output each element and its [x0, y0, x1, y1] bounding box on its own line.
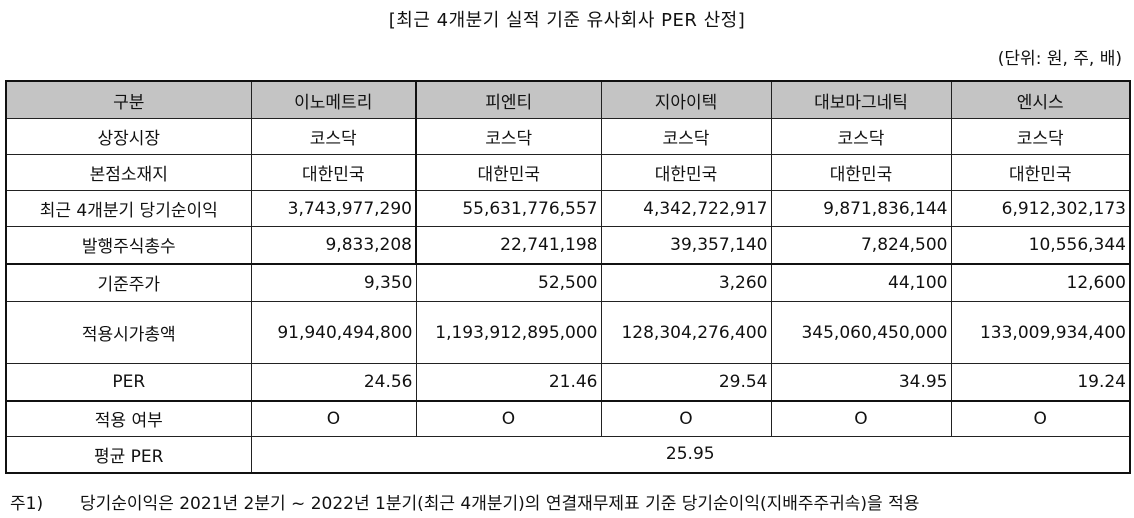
- table-cell: 대한민국: [600, 154, 772, 191]
- table-row: 적용 여부 O O O O O: [5, 399, 1131, 437]
- row-label: 본점소재지: [5, 154, 252, 191]
- table-cell: 6,912,302,173: [950, 190, 1131, 227]
- table-cell: 34.95: [770, 363, 952, 401]
- table-row: 적용시가총액 91,940,494,800 1,193,912,895,000 …: [5, 301, 1131, 364]
- table-cell: 21.46: [415, 363, 602, 401]
- table-title: [최근 4개분기 실적 기준 유사회사 PER 산정]: [388, 10, 746, 31]
- table-cell: 코스닥: [415, 118, 602, 155]
- table-cell: 대한민국: [250, 154, 417, 191]
- row-label: 적용시가총액: [5, 301, 252, 364]
- table-cell: 코스닥: [770, 118, 952, 155]
- table-row: 발행주식총수 9,833,208 22,741,198 39,357,140 7…: [5, 226, 1131, 264]
- table-cell: O: [600, 399, 772, 437]
- table-cell: 9,871,836,144: [770, 190, 952, 227]
- per-table: 구분 이노메트리 피엔티 지아이텍 대보마그네틱 엔시스 상장시장 코스닥 코스…: [5, 80, 1131, 474]
- table-cell: 128,304,276,400: [600, 301, 772, 364]
- header-cell: 엔시스: [950, 80, 1131, 119]
- table-cell: 22,741,198: [415, 226, 602, 264]
- row-label: 상장시장: [5, 118, 252, 155]
- header-cell: 지아이텍: [600, 80, 772, 119]
- row-label: 기준주가: [5, 262, 252, 302]
- table-cell: 3,743,977,290: [250, 190, 417, 227]
- header-cell: 피엔티: [415, 80, 602, 119]
- table-cell: 19.24: [950, 363, 1131, 401]
- row-label: PER: [5, 363, 252, 401]
- table-cell: 29.54: [600, 363, 772, 401]
- table-cell: 55,631,776,557: [415, 190, 602, 227]
- table-cell: 코스닥: [950, 118, 1131, 155]
- row-label: 발행주식총수: [5, 226, 252, 264]
- row-label: 적용 여부: [5, 399, 252, 437]
- table-header-row: 구분 이노메트리 피엔티 지아이텍 대보마그네틱 엔시스: [5, 80, 1131, 119]
- table-cell: 39,357,140: [600, 226, 772, 264]
- table-cell: 133,009,934,400: [950, 301, 1131, 364]
- table-cell: 91,940,494,800: [250, 301, 417, 364]
- table-cell: 4,342,722,917: [600, 190, 772, 227]
- unit-note: (단위: 원, 주, 배): [997, 49, 1122, 69]
- table-cell: 1,193,912,895,000: [415, 301, 602, 364]
- average-row: 평균 PER 25.95: [5, 436, 1131, 473]
- table-row: 상장시장 코스닥 코스닥 코스닥 코스닥 코스닥: [5, 118, 1131, 155]
- table-cell: 대한민국: [770, 154, 952, 191]
- table-cell: 10,556,344: [950, 226, 1131, 264]
- average-value: 25.95: [250, 436, 1131, 473]
- table-cell: 대한민국: [950, 154, 1131, 191]
- table-cell: 24.56: [250, 363, 417, 401]
- row-label: 최근 4개분기 당기순이익: [5, 190, 252, 227]
- table-cell: 345,060,450,000: [770, 301, 952, 364]
- footnote: 주1) 당기순이익은 2021년 2분기 ~ 2022년 1분기(최근 4개분기)…: [10, 489, 919, 514]
- table-cell: 코스닥: [250, 118, 417, 155]
- table-cell: 44,100: [770, 262, 952, 302]
- header-cell: 대보마그네틱: [770, 80, 952, 119]
- table-cell: 12,600: [950, 262, 1131, 302]
- header-cell: 구분: [5, 80, 252, 119]
- table-cell: O: [250, 399, 417, 437]
- table-cell: 3,260: [600, 262, 772, 302]
- table-row: 본점소재지 대한민국 대한민국 대한민국 대한민국 대한민국: [5, 154, 1131, 191]
- footnote-tag: 주1): [10, 494, 44, 514]
- table-row: 최근 4개분기 당기순이익 3,743,977,290 55,631,776,5…: [5, 190, 1131, 227]
- table-cell: 9,350: [250, 262, 417, 302]
- average-label: 평균 PER: [5, 436, 252, 473]
- table-row: 기준주가 9,350 52,500 3,260 44,100 12,600: [5, 262, 1131, 302]
- table-cell: O: [950, 399, 1131, 437]
- table-cell: 7,824,500: [770, 226, 952, 264]
- table-cell: 52,500: [415, 262, 602, 302]
- table-cell: 코스닥: [600, 118, 772, 155]
- table-cell: O: [415, 399, 602, 437]
- footnote-text: 당기순이익은 2021년 2분기 ~ 2022년 1분기(최근 4개분기)의 연…: [80, 494, 920, 514]
- table-row: PER 24.56 21.46 29.54 34.95 19.24: [5, 363, 1131, 401]
- table-cell: O: [770, 399, 952, 437]
- header-cell: 이노메트리: [250, 80, 417, 119]
- table-cell: 9,833,208: [250, 226, 417, 264]
- table-cell: 대한민국: [415, 154, 602, 191]
